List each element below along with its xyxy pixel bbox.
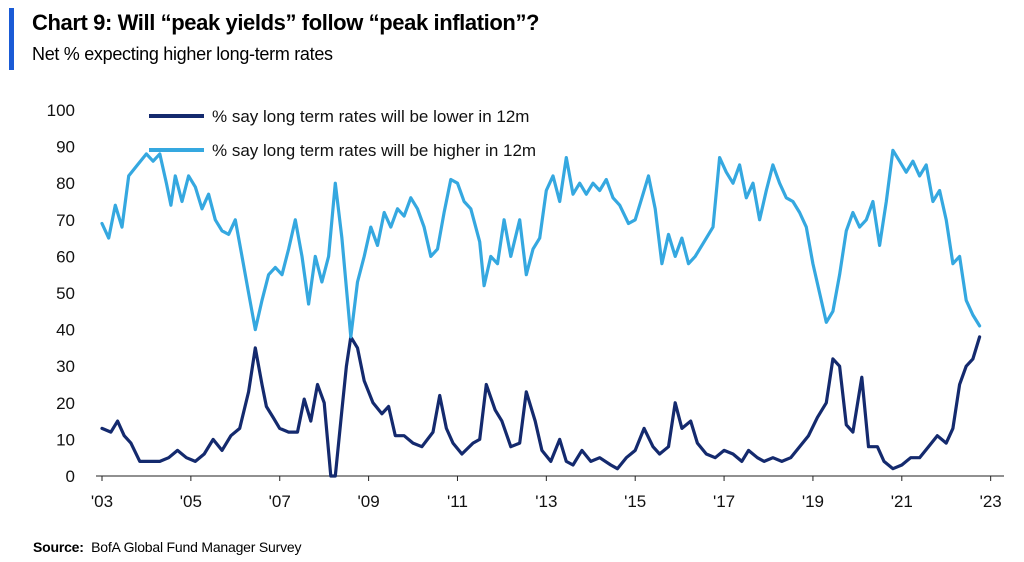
y-tick-label: 100	[47, 101, 75, 120]
y-tick-label: 50	[56, 284, 75, 303]
source-text: BofA Global Fund Manager Survey	[91, 539, 302, 555]
y-tick-label: 60	[56, 247, 75, 266]
y-tick-label: 40	[56, 321, 75, 340]
x-tick-label: '21	[891, 492, 913, 511]
y-tick-label: 0	[66, 467, 75, 486]
legend-label: % say long term rates will be higher in …	[212, 141, 536, 160]
y-tick-label: 30	[56, 357, 75, 376]
legend: % say long term rates will be lower in 1…	[149, 107, 536, 160]
x-tick-label: '11	[447, 492, 468, 511]
x-tick-label: '23	[980, 492, 1002, 511]
x-tick-label: '05	[180, 492, 202, 511]
title-accent-bar	[9, 8, 14, 70]
chart-title: Chart 9: Will “peak yields” follow “peak…	[32, 10, 540, 35]
x-tick-label: '13	[535, 492, 557, 511]
y-axis-tick-labels: 0 10 20 30 40 50 60 70 80 90 100	[47, 101, 75, 486]
x-tick-label: '19	[802, 492, 824, 511]
series-lines	[100, 148, 982, 478]
y-tick-label: 10	[56, 430, 75, 449]
x-tick-label: '15	[624, 492, 646, 511]
x-tick-label: '07	[269, 492, 291, 511]
y-tick-label: 90	[56, 138, 75, 157]
series-line-higher	[100, 148, 982, 339]
source-label: Source:	[33, 539, 84, 555]
y-tick-label: 80	[56, 174, 75, 193]
chart-subtitle: Net % expecting higher long-term rates	[32, 44, 333, 64]
y-tick-label: 20	[56, 394, 75, 413]
y-tick-label: 70	[56, 211, 75, 230]
source-note: Source: BofA Global Fund Manager Survey	[33, 539, 301, 555]
x-tick-label: '03	[91, 492, 113, 511]
legend-label: % say long term rates will be lower in 1…	[212, 107, 529, 126]
x-tick-label: '09	[358, 492, 380, 511]
x-axis-tick-labels: '03 '05 '07 '09 '11 '13 '15 '17 '19 '21 '23	[91, 476, 1002, 511]
x-tick-label: '17	[713, 492, 735, 511]
series-line-lower	[100, 335, 982, 478]
